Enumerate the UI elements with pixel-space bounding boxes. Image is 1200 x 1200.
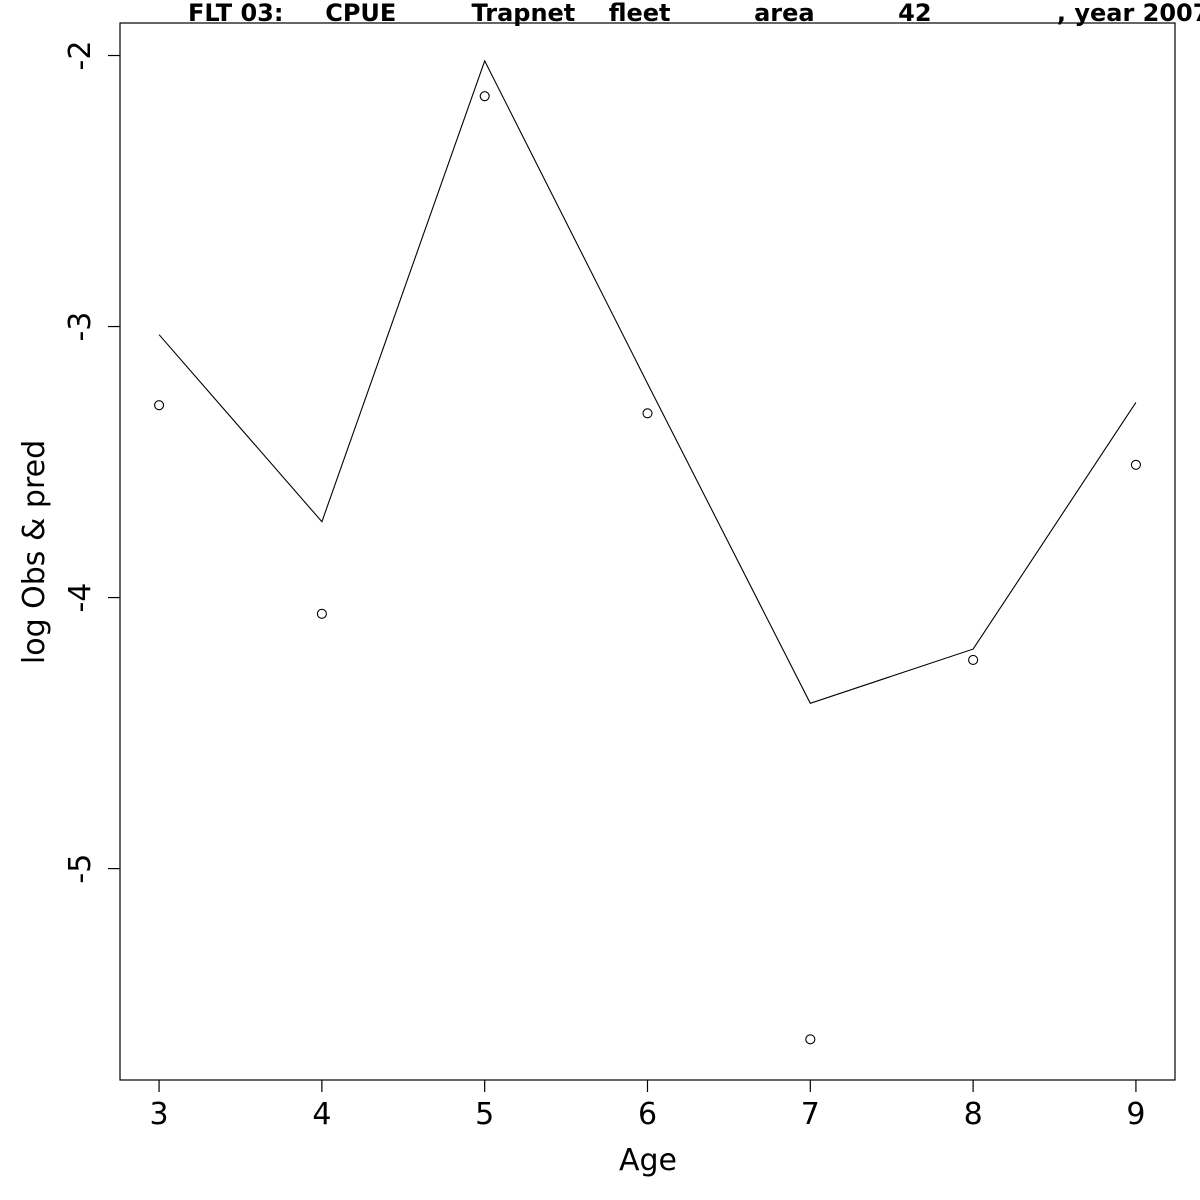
plot-marks: [154, 59, 1141, 1045]
observed-point: [316, 608, 327, 619]
x-tick-label: 4: [312, 1097, 331, 1132]
observed-point: [805, 1034, 816, 1045]
y-tick-label: -3: [63, 312, 98, 342]
x-tick-label: 5: [475, 1097, 494, 1132]
y-axis: -5 -4 -3 -2: [63, 41, 120, 884]
predicted-line: [158, 59, 1137, 704]
x-tick-label: 3: [150, 1097, 169, 1132]
observed-point: [154, 400, 165, 411]
x-tick-label: 8: [964, 1097, 983, 1132]
x-tick-label: 9: [1126, 1097, 1145, 1132]
y-tick-label: -4: [63, 583, 98, 613]
observed-point: [968, 654, 979, 665]
plot-frame: [119, 22, 1176, 1081]
observed-point: [642, 408, 653, 419]
x-axis: 3 4 5 6 7 8 9: [150, 1080, 1145, 1132]
observed-point: [479, 91, 490, 102]
x-axis-label: Age: [619, 1143, 677, 1178]
x-tick-label: 6: [638, 1097, 657, 1132]
y-axis-label: log Obs & pred: [17, 440, 52, 664]
y-tick-label: -5: [63, 854, 98, 884]
x-tick-label: 7: [801, 1097, 820, 1132]
y-tick-label: -2: [63, 41, 98, 71]
observed-point: [1130, 459, 1141, 470]
